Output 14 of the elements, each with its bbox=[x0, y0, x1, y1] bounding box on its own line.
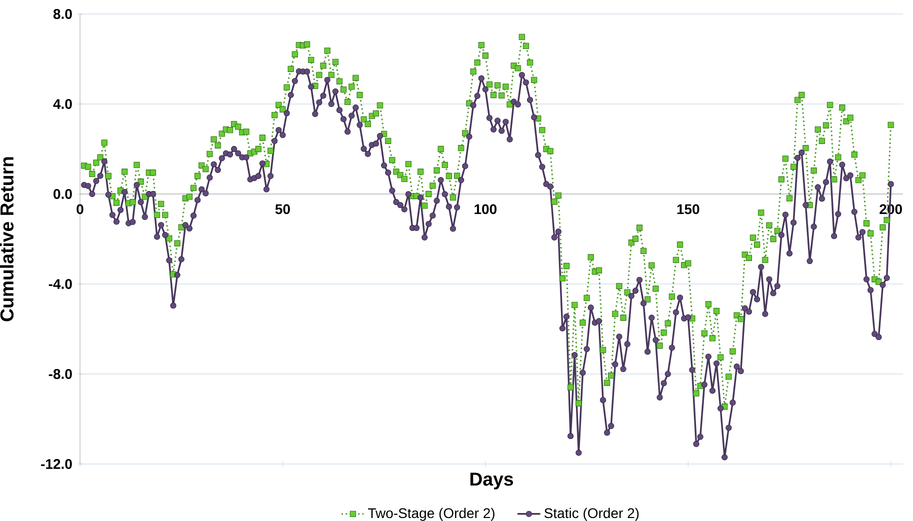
x-axis-title: Days bbox=[470, 472, 514, 490]
y-tick-label: -8.0 bbox=[48, 369, 72, 379]
y-tick-label: 4.0 bbox=[53, 99, 72, 109]
y-tick-label: -4.0 bbox=[48, 279, 72, 289]
legend-label: Static (Order 2) bbox=[544, 508, 639, 521]
y-axis-title: Cumulative Return bbox=[0, 157, 14, 322]
x-tick-label: 100 bbox=[474, 204, 497, 214]
x-tick-label: 150 bbox=[677, 204, 700, 214]
y-tick-label: -12.0 bbox=[41, 459, 72, 469]
y-tick-label: 8.0 bbox=[53, 9, 72, 19]
y-tick-label: 0.0 bbox=[54, 189, 72, 199]
x-tick-label: 0 bbox=[76, 204, 84, 214]
x-tick-label: 50 bbox=[275, 204, 290, 214]
legend-label: Two-Stage (Order 2) bbox=[368, 508, 494, 521]
